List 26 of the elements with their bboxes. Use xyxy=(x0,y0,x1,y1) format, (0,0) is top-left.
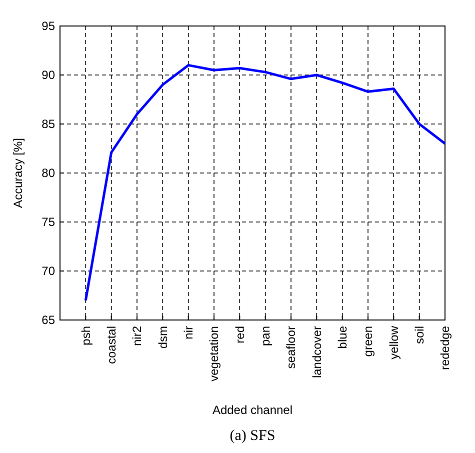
x-tick-label: blue xyxy=(336,326,350,349)
x-tick-label: pan xyxy=(258,326,273,346)
y-tick-label: 65 xyxy=(42,313,56,328)
x-tick-label: dsm xyxy=(156,326,170,349)
y-axis-title: Accuracy [%] xyxy=(11,138,25,208)
y-tick-label: 90 xyxy=(42,68,56,82)
x-tick-label: landcover xyxy=(310,326,324,378)
y-tick-label: 70 xyxy=(42,264,56,278)
x-tick-label: yellow xyxy=(386,326,401,360)
x-tick-label: vegetation xyxy=(207,326,222,382)
x-tick-label: nir xyxy=(182,326,196,340)
text: (a) SFS xyxy=(230,428,276,444)
x-tick-label: soil xyxy=(412,326,427,344)
x-tick-label: red xyxy=(232,326,247,344)
y-tick-label: 75 xyxy=(42,215,56,230)
x-tick-label: seafloor xyxy=(284,326,298,369)
x-tick-label: rededge xyxy=(438,326,452,370)
line-series xyxy=(84,64,446,302)
x-tick-label: coastal xyxy=(104,326,119,364)
x-tick-label: psh xyxy=(78,326,93,346)
x-tick-label: nir2 xyxy=(130,326,144,346)
x-axis-title: Added channel xyxy=(212,403,293,417)
y-tick-label: 95 xyxy=(42,19,56,34)
y-tick-label: 80 xyxy=(42,166,56,180)
x-tick-label: green xyxy=(361,326,376,357)
y-tick-label: 85 xyxy=(42,117,56,132)
